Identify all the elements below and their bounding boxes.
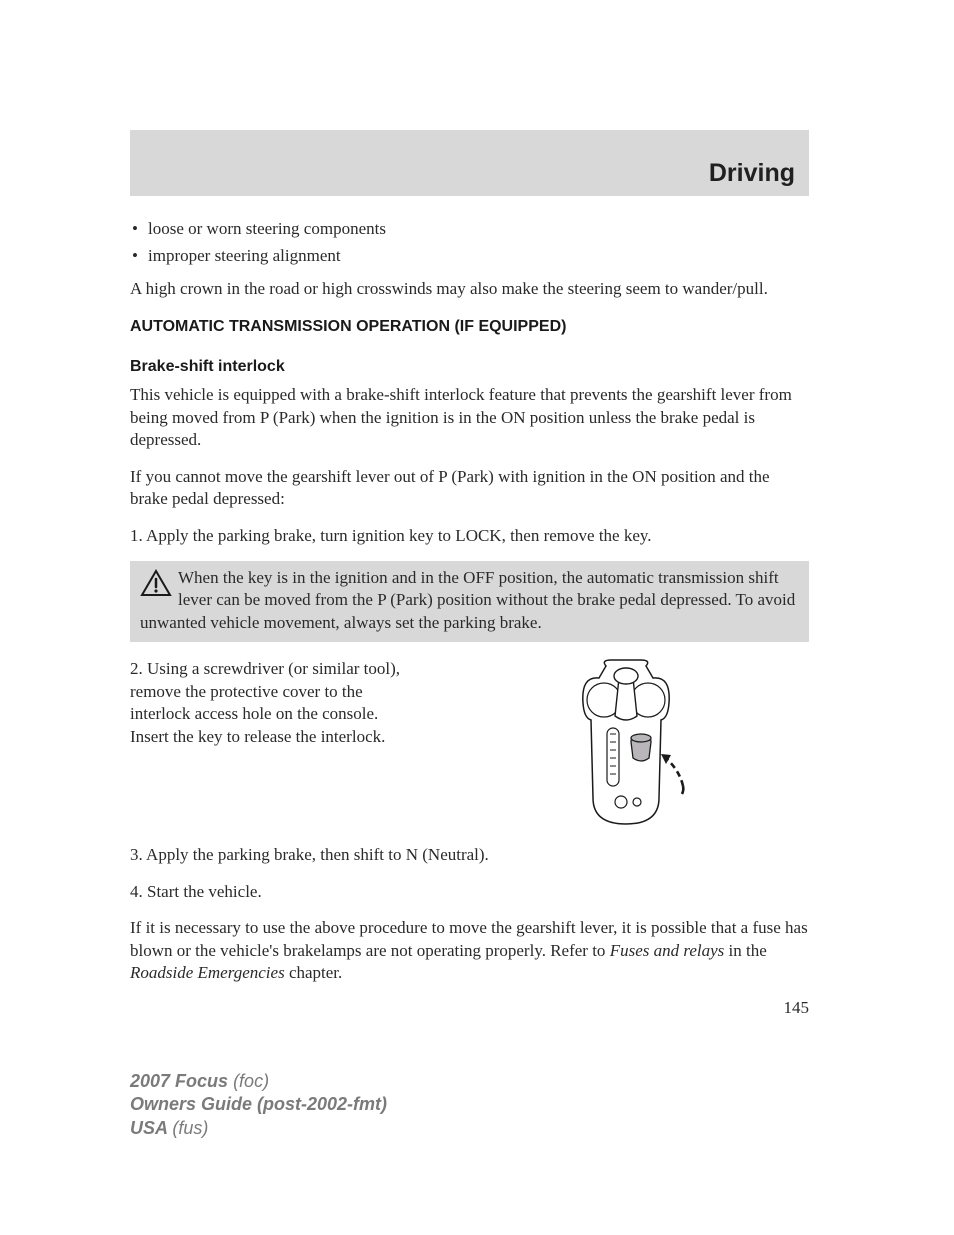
bullet-list: loose or worn steering components improp…: [130, 218, 809, 268]
footer-block: 2007 Focus (foc) Owners Guide (post-2002…: [130, 1070, 387, 1140]
footer-line: Owners Guide (post-2002-fmt): [130, 1093, 387, 1116]
sub-heading: Brake-shift interlock: [130, 358, 809, 376]
list-item: improper steering alignment: [130, 245, 809, 268]
page-container: Driving loose or worn steering component…: [0, 0, 954, 1018]
section-header-title: Driving: [709, 159, 795, 188]
text-run: in the: [724, 941, 767, 960]
footer-line: USA (fus): [130, 1117, 387, 1140]
footer-rest: (fus): [172, 1118, 208, 1138]
warning-box: When the key is in the ignition and in t…: [130, 561, 809, 642]
list-item: loose or worn steering components: [130, 218, 809, 241]
italic-reference: Roadside Emergencies: [130, 963, 285, 982]
section-heading: AUTOMATIC TRANSMISSION OPERATION (IF EQU…: [130, 318, 809, 336]
step-text: 4. Start the vehicle.: [130, 881, 809, 903]
shifter-diagram: [442, 658, 809, 828]
step-text: 2. Using a screwdriver (or similar tool)…: [130, 658, 420, 828]
step-with-diagram: 2. Using a screwdriver (or similar tool)…: [130, 658, 809, 828]
footer-bold: USA: [130, 1118, 172, 1138]
page-number: 145: [130, 998, 809, 1018]
text-run: chapter.: [285, 963, 343, 982]
step-text: 1. Apply the parking brake, turn ignitio…: [130, 525, 809, 547]
footer-rest: (foc): [233, 1071, 269, 1091]
final-paragraph: If it is necessary to use the above proc…: [130, 917, 809, 984]
section-header-box: Driving: [130, 130, 809, 196]
footer-bold: 2007 Focus: [130, 1071, 233, 1091]
paragraph: This vehicle is equipped with a brake-sh…: [130, 384, 809, 451]
warning-text: When the key is in the ignition and in t…: [140, 568, 795, 632]
step-text: 3. Apply the parking brake, then shift t…: [130, 844, 809, 866]
footer-line: 2007 Focus (foc): [130, 1070, 387, 1093]
paragraph: If you cannot move the gearshift lever o…: [130, 466, 809, 511]
italic-reference: Fuses and relays: [610, 941, 725, 960]
warning-triangle-icon: [140, 569, 172, 603]
intro-paragraph: A high crown in the road or high crosswi…: [130, 278, 809, 300]
